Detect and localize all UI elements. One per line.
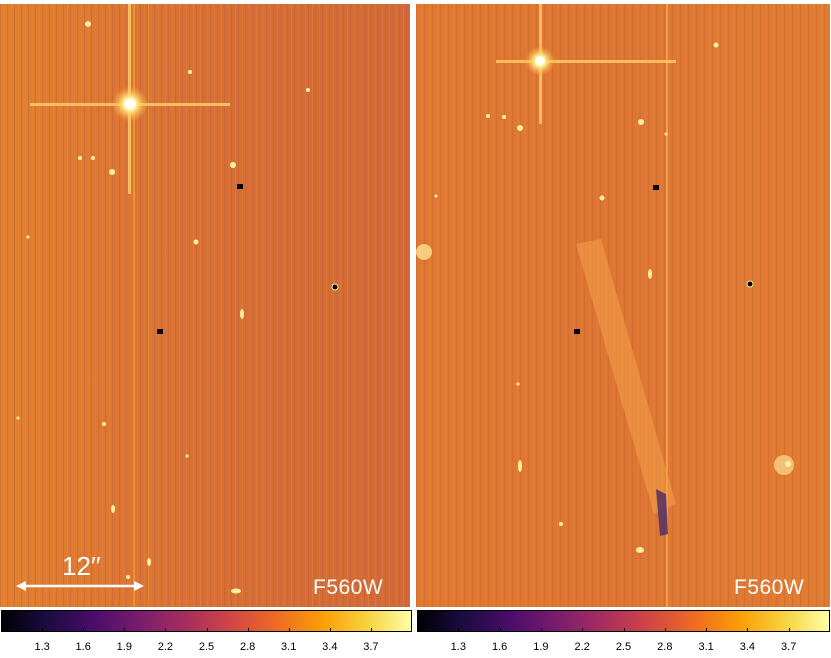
colorbar-tick-label: 2.2 bbox=[157, 641, 174, 653]
colorbar-tick-mark bbox=[206, 628, 208, 632]
masked-pixel bbox=[746, 280, 754, 288]
colorbar-tick-mark bbox=[370, 628, 372, 632]
colorbar-tick-mark bbox=[499, 628, 501, 632]
colorbar-tick-label: 2.5 bbox=[198, 641, 215, 653]
scale-bar-label: 12′′ bbox=[62, 551, 101, 581]
filter-label-right: F560W bbox=[734, 576, 805, 599]
masked-pixel bbox=[653, 185, 659, 190]
colorbar-tick-label: 1.6 bbox=[75, 641, 91, 653]
masked-pixel bbox=[574, 329, 580, 334]
diffuse-streak bbox=[576, 239, 676, 514]
colorbar-tick-mark bbox=[706, 628, 708, 632]
colorbar-tick-mark bbox=[42, 628, 44, 632]
colorbar-tick-mark bbox=[582, 628, 584, 632]
colorbar-tick-label: 3.1 bbox=[698, 641, 714, 653]
colorbar-tick-mark bbox=[124, 628, 126, 632]
image-panel-left: 12′′ F560W bbox=[0, 4, 410, 607]
colorbar-tick-label: 1.3 bbox=[34, 641, 50, 653]
masked-pixel bbox=[237, 184, 243, 189]
colorbar-tick-label: 3.1 bbox=[281, 641, 297, 653]
filter-label-left: F560W bbox=[313, 576, 384, 599]
masked-pixel bbox=[331, 283, 339, 291]
masked-pixel bbox=[157, 329, 163, 334]
colorbar-tick-mark bbox=[247, 628, 249, 632]
colorbar-tick-label: 1.9 bbox=[116, 641, 132, 653]
colorbar-tick-label: 1.3 bbox=[450, 641, 466, 653]
colorbar-tick-mark bbox=[664, 628, 666, 632]
scale-bar-arrow bbox=[16, 581, 144, 591]
colorbar-tick-label: 1.9 bbox=[533, 641, 549, 653]
dark-streak bbox=[656, 489, 668, 536]
colorbar-tick-label: 2.8 bbox=[657, 641, 673, 653]
colorbar-tick-mark bbox=[458, 628, 460, 632]
colorbar-tick-mark bbox=[540, 628, 542, 632]
colorbar-tick-label: 3.7 bbox=[781, 641, 797, 653]
colorbar-tick-label: 3.4 bbox=[739, 641, 756, 653]
colorbar-tick-mark bbox=[747, 628, 749, 632]
sources-right bbox=[416, 42, 794, 553]
colorbar-tick-label: 1.6 bbox=[491, 641, 508, 653]
colorbar-tick-label: 3.7 bbox=[363, 641, 379, 653]
colorbar-tick-label: 3.4 bbox=[322, 641, 338, 653]
colorbar-tick-label: 2.8 bbox=[239, 641, 256, 653]
bright-star bbox=[496, 4, 676, 124]
colorbar-tick-mark bbox=[623, 628, 625, 632]
sources-left bbox=[16, 21, 310, 594]
colorbar-tick-label: 2.2 bbox=[574, 641, 590, 653]
bright-star bbox=[30, 4, 230, 194]
colorbar-tick-mark bbox=[83, 628, 85, 632]
colorbar-tick-label: 2.5 bbox=[615, 641, 632, 653]
colorbar-tick-mark bbox=[329, 628, 331, 632]
colorbar-tick-mark bbox=[288, 628, 290, 632]
image-panel-right: F560W bbox=[416, 4, 830, 607]
colorbar-tick-mark bbox=[165, 628, 167, 632]
astronomical-image-right bbox=[416, 4, 830, 607]
colorbar-tick-mark bbox=[788, 628, 790, 632]
astronomical-image-left bbox=[0, 4, 410, 607]
